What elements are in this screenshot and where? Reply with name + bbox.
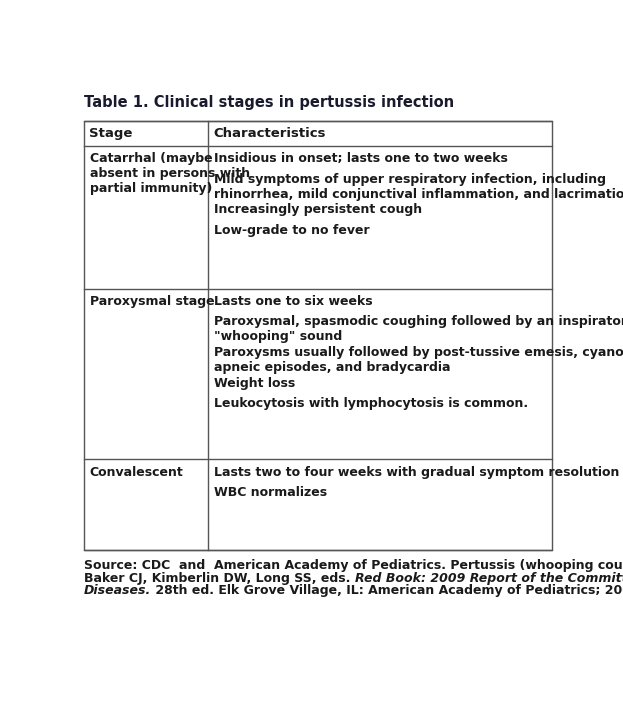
Text: Lasts one to six weeks: Lasts one to six weeks: [214, 295, 372, 308]
Text: Stage: Stage: [90, 127, 133, 140]
Text: Weight loss: Weight loss: [214, 376, 295, 390]
Text: Catarrhal (maybe
absent in persons with
partial immunity): Catarrhal (maybe absent in persons with …: [90, 152, 250, 195]
Text: Increasingly persistent cough: Increasingly persistent cough: [214, 204, 422, 217]
Text: 28th ed. Elk Grove Village, IL: American Academy of Pediatrics; 2009;504-519.: 28th ed. Elk Grove Village, IL: American…: [151, 584, 623, 597]
Text: Table 1. Clinical stages in pertussis infection: Table 1. Clinical stages in pertussis in…: [84, 95, 454, 110]
Text: Low-grade to no fever: Low-grade to no fever: [214, 224, 369, 237]
Text: Paroxysmal, spasmodic coughing followed by an inspiratory
"whooping" sound: Paroxysmal, spasmodic coughing followed …: [214, 315, 623, 343]
Text: Paroxysms usually followed by post-tussive emesis, cyanosis,
apneic episodes, an: Paroxysms usually followed by post-tussi…: [214, 346, 623, 374]
Text: Leukocytosis with lymphocytosis is common.: Leukocytosis with lymphocytosis is commo…: [214, 397, 528, 410]
Text: Lasts two to four weeks with gradual symptom resolution: Lasts two to four weeks with gradual sym…: [214, 465, 619, 479]
Text: Insidious in onset; lasts one to two weeks: Insidious in onset; lasts one to two wee…: [214, 152, 507, 165]
Text: Mild symptoms of upper respiratory infection, including
rhinorrhea, mild conjunc: Mild symptoms of upper respiratory infec…: [214, 173, 623, 201]
Text: Characteristics: Characteristics: [214, 127, 326, 140]
Text: WBC normalizes: WBC normalizes: [214, 486, 326, 499]
Bar: [84, 120, 552, 549]
Text: Paroxysmal stage: Paroxysmal stage: [90, 295, 214, 308]
Text: Convalescent: Convalescent: [90, 465, 183, 479]
Text: Source: CDC  and  American Academy of Pediatrics. Pertussis (whooping cough). In: Source: CDC and American Academy of Pedi…: [84, 559, 623, 572]
Text: Diseases.: Diseases.: [84, 584, 151, 597]
Text: Red Book: 2009 Report of the Committee on Infectious: Red Book: 2009 Report of the Committee o…: [355, 571, 623, 584]
Text: Baker CJ, Kimberlin DW, Long SS, eds.: Baker CJ, Kimberlin DW, Long SS, eds.: [84, 571, 355, 584]
